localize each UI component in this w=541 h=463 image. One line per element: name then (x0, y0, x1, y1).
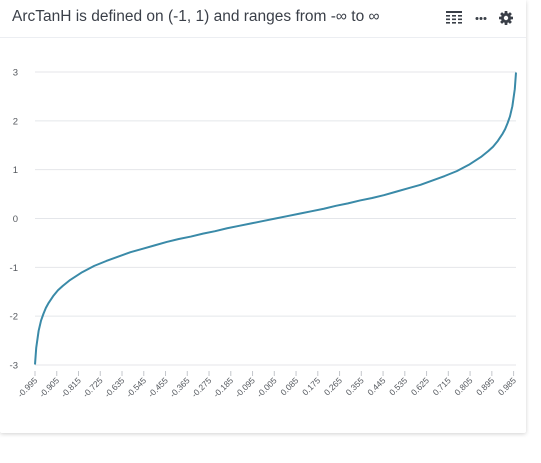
x-tick-label: 0.895 (474, 375, 496, 397)
x-tick-label: 0.355 (344, 375, 366, 397)
x-tick-label: 0.805 (452, 375, 474, 397)
x-tick-label: -0.635 (102, 375, 126, 399)
x-tick-label: -0.275 (189, 375, 213, 399)
x-tick-label: 0.985 (496, 375, 518, 397)
x-tick-label: -0.095 (233, 375, 257, 399)
x-tick-label: 0.625 (409, 375, 431, 397)
x-tick-label: -0.365 (168, 375, 192, 399)
x-tick-label: -0.545 (124, 375, 148, 399)
x-tick-label: -0.905 (37, 375, 61, 399)
x-axis: -0.995-0.905-0.815-0.725-0.635-0.545-0.4… (15, 371, 518, 399)
x-tick-label: 0.265 (322, 375, 344, 397)
settings-gear-icon[interactable] (498, 10, 514, 26)
x-tick-label: -0.725 (81, 375, 105, 399)
series-line (34, 72, 517, 365)
table-view-icon[interactable] (446, 10, 462, 26)
card-header: ArcTanH is defined on (-1, 1) and ranges… (0, 0, 526, 38)
x-tick-label: -0.455 (146, 375, 170, 399)
x-tick-label: -0.185 (211, 375, 235, 399)
y-axis: 3 2 1 0 -1 -2 -3 (10, 68, 18, 372)
y-tick-label: -1 (10, 263, 18, 274)
y-tick-label: 0 (13, 214, 18, 225)
card-title: ArcTanH is defined on (-1, 1) and ranges… (12, 8, 380, 25)
chart-area: 3 2 1 0 -1 -2 -3 -0.995-0.905-0.815-0.725-0.63… (10, 68, 519, 400)
x-tick-label: 0.085 (278, 375, 300, 397)
x-tick-label: 0.715 (431, 375, 453, 397)
x-tick-label: 0.535 (387, 375, 409, 397)
chart-card: ArcTanH is defined on (-1, 1) and ranges… (0, 0, 526, 400)
y-tick-label: 3 (13, 68, 18, 79)
x-tick-label: -0.815 (59, 375, 83, 399)
y-tick-label: -2 (10, 312, 18, 323)
x-tick-label: -0.005 (255, 375, 279, 399)
grid-lines (35, 71, 516, 366)
more-options-icon[interactable] (474, 10, 490, 26)
y-tick-label: -3 (10, 361, 18, 372)
y-tick-label: 2 (13, 116, 18, 127)
x-tick-label: -0.995 (15, 375, 39, 399)
x-tick-label: 0.175 (300, 375, 322, 397)
x-tick-label: 0.445 (365, 375, 387, 397)
y-tick-label: 1 (13, 165, 18, 176)
